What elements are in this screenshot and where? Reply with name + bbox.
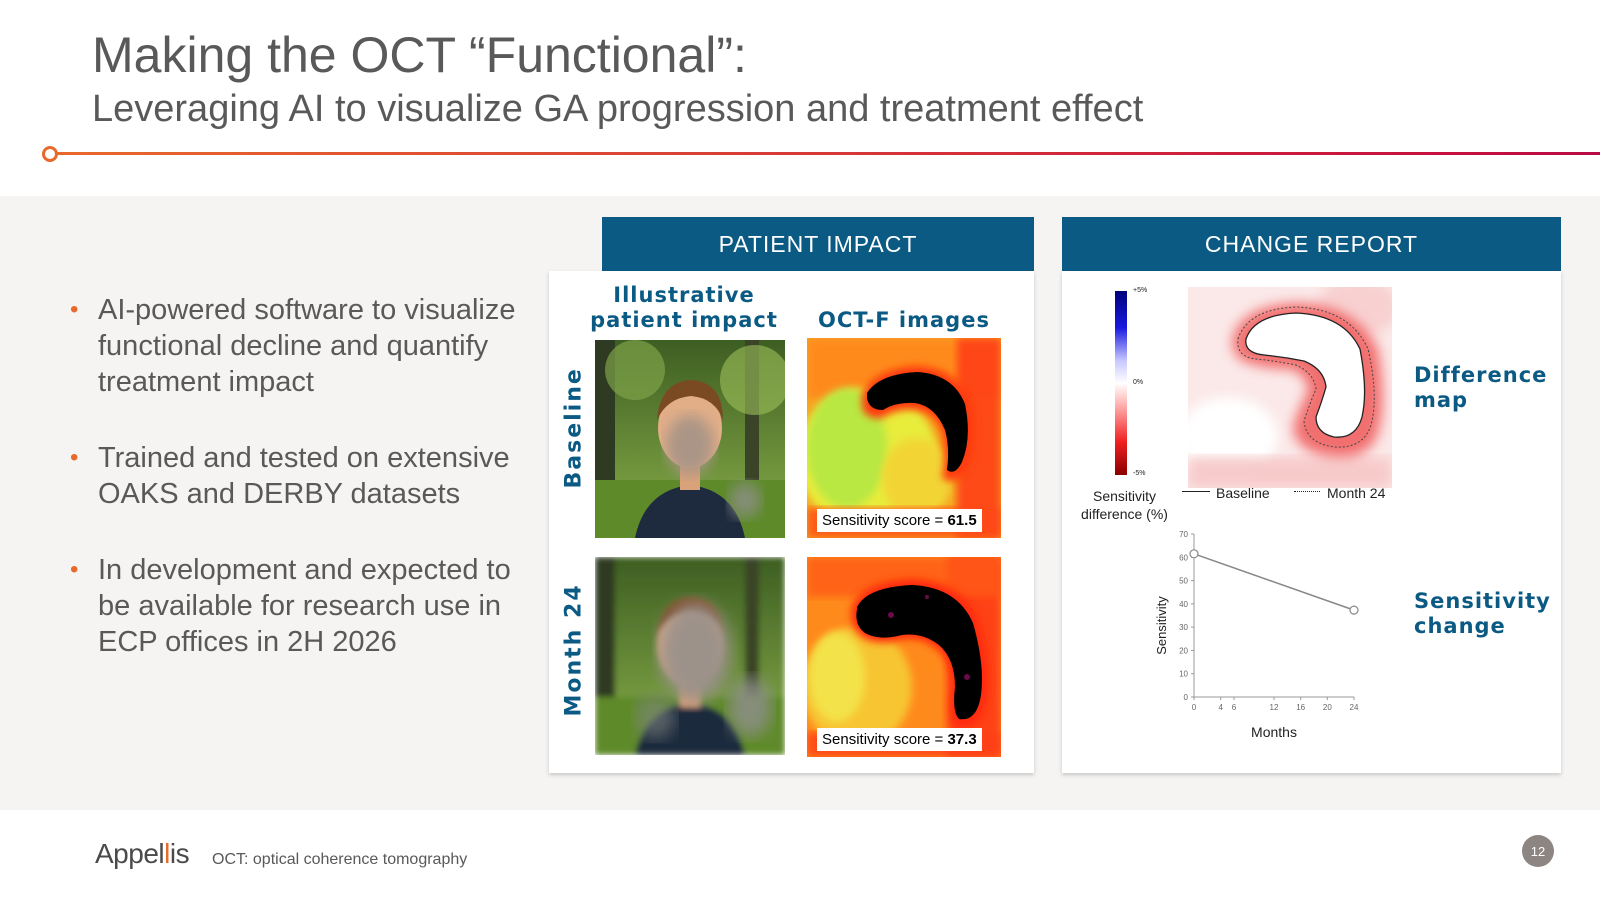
slide-title: Making the OCT “Functional”: — [92, 27, 747, 83]
y-tick-label: 40 — [1179, 600, 1188, 609]
legend-month24-label: Month 24 — [1327, 485, 1386, 501]
bullet-dot-icon: • — [70, 556, 79, 583]
difference-map — [1188, 287, 1392, 488]
data-point — [1189, 549, 1199, 559]
row-label-baseline: Baseline — [561, 367, 587, 489]
apellis-logo: Appellis — [95, 838, 190, 869]
bullet-text: In development and expected to be availa… — [98, 554, 511, 658]
sensitivity-series-line — [1193, 553, 1355, 611]
colorbar-mid-label: 0% — [1133, 379, 1144, 386]
colorbar-top-label: +5% — [1133, 287, 1148, 294]
title-divider — [50, 152, 1600, 155]
y-tick-label: 70 — [1179, 530, 1188, 539]
x-tick-label: 12 — [1270, 703, 1279, 712]
octf-image-baseline: Sensitivity score = 61.5 — [807, 338, 1001, 538]
difference-map-label: Difference map — [1414, 363, 1548, 412]
x-tick-label: 16 — [1296, 703, 1305, 712]
patient-photo-month24 — [595, 557, 785, 755]
patient-impact-panel: Illustrative patient impact OCT-F images… — [549, 271, 1034, 773]
bullet-item: • AI-powered software to visualize functi… — [70, 292, 540, 400]
x-tick-label: 6 — [1232, 703, 1237, 712]
x-tick-label: 24 — [1350, 703, 1359, 712]
col-header-illustrative: Illustrative patient impact — [590, 283, 778, 332]
legend-baseline-line — [1182, 491, 1210, 492]
bullet-list: • AI-powered software to visualize functi… — [70, 292, 540, 700]
colorbar-bottom-label: -5% — [1133, 470, 1146, 477]
patient-photo-baseline — [595, 340, 785, 538]
change-report-panel: +5% 0% -5% Sensitivity difference (%) Ba… — [1062, 271, 1561, 773]
y-tick-label: 0 — [1184, 693, 1189, 702]
bullet-item: • Trained and tested on extensive OAKS an… — [70, 440, 540, 512]
col-header-octf: OCT-F images — [818, 308, 990, 332]
sensitivity-score-baseline: Sensitivity score = 61.5 — [817, 509, 982, 532]
patient-impact-header: PATIENT IMPACT — [602, 217, 1034, 271]
bullet-text: AI-powered software to visualize functio… — [98, 294, 516, 398]
legend-baseline-label: Baseline — [1216, 485, 1270, 501]
x-tick-label: 20 — [1323, 703, 1332, 712]
bullet-text: Trained and tested on extensive OAKS and… — [98, 442, 510, 510]
divider-dot — [42, 146, 58, 162]
legend-month24-line — [1294, 491, 1320, 492]
colorbar-title: Sensitivity difference (%) — [1081, 488, 1168, 522]
bullet-item: • In development and expected to be avail… — [70, 552, 540, 660]
x-tick-label: 0 — [1192, 703, 1197, 712]
bullet-dot-icon: • — [70, 444, 79, 471]
y-tick-label: 60 — [1179, 553, 1188, 562]
change-report-header: CHANGE REPORT — [1062, 217, 1561, 271]
sensitivity-colorbar — [1115, 291, 1127, 475]
x-tick-label: 4 — [1218, 703, 1223, 712]
row-label-month24: Month 24 — [561, 583, 587, 717]
y-tick-label: 20 — [1179, 646, 1188, 655]
sensitivity-line-chart: 0 10 20 30 40 50 60 70 0 4 6 12 16 20 24 Months Sensitiv… — [1154, 530, 1359, 740]
sensitivity-score-month24: Sensitivity score = 37.3 — [817, 728, 982, 751]
footnote: OCT: optical coherence tomography — [212, 851, 468, 868]
octf-image-month24: Sensitivity score = 37.3 — [807, 557, 1001, 757]
y-tick-label: 50 — [1179, 577, 1188, 586]
y-tick-label: 10 — [1179, 670, 1188, 679]
x-axis-label: Months — [1251, 724, 1297, 740]
sensitivity-change-label: Sensitivity change — [1414, 589, 1551, 638]
y-tick-label: 30 — [1179, 623, 1188, 632]
data-point — [1349, 605, 1359, 615]
y-axis-label: Sensitivity — [1154, 596, 1169, 655]
page-number: 12 — [1522, 835, 1554, 867]
slide-subtitle: Leveraging AI to visualize GA progressio… — [92, 88, 1144, 130]
bullet-dot-icon: • — [70, 296, 79, 323]
